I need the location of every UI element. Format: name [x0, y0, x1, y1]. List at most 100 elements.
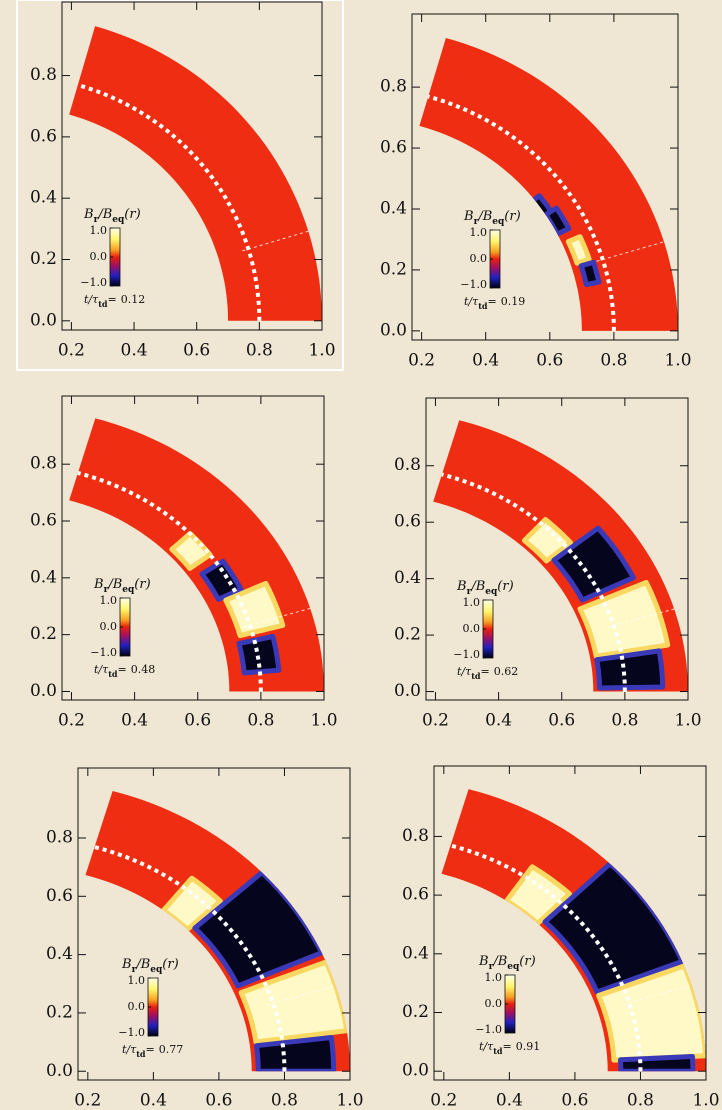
time-label-part: td	[471, 671, 481, 681]
y-tick-label: 0.8	[30, 454, 57, 474]
time-value: 0.12	[121, 293, 146, 306]
time-label-part: td	[98, 299, 108, 309]
colorbar-label: Br/Beq(r)	[456, 579, 514, 597]
y-tick-label: 0.0	[30, 681, 57, 701]
x-tick-label: 0.4	[485, 711, 512, 731]
colorbar-label-part: (r)	[519, 954, 535, 969]
y-tick-label: 0.8	[402, 826, 429, 846]
colorbar-tick-label: 1.0	[90, 224, 108, 237]
time-label-part: =	[488, 295, 497, 308]
positive-field	[565, 234, 592, 266]
colorbar-label-part: r	[104, 585, 109, 595]
time-label-part: td	[108, 669, 118, 679]
x-tick-label: 0.8	[246, 341, 273, 361]
structures	[521, 517, 671, 691]
y-tick-label: 0.0	[402, 1061, 429, 1081]
negative-field	[618, 1054, 696, 1072]
positive-field	[577, 580, 671, 659]
colorbar-tick-label: 0.0	[100, 620, 118, 633]
axes-box	[61, 1, 323, 331]
colorbar-label-part: r	[94, 215, 99, 225]
y-tick-label: 0.0	[46, 1061, 73, 1081]
colorbar-tick-label: −1.0	[80, 276, 107, 289]
shell	[69, 26, 322, 321]
y-tick-label: 0.0	[380, 320, 407, 340]
x-tick-label: 0.4	[496, 1091, 523, 1110]
positive-field	[521, 517, 574, 564]
time-label: t/τtd= 0.19	[464, 295, 525, 311]
axes-box	[425, 397, 689, 701]
negative-field	[236, 634, 282, 676]
time-label-part: =	[503, 1040, 512, 1053]
colorbar-label-part: B	[83, 207, 94, 222]
negative-field	[551, 525, 636, 603]
y-tick-label: 0.8	[30, 65, 57, 85]
panel: 0.2 0.4 0.6 0.8 1.00.00.20.40.60.8Br/Beq(r)1…	[30, 1, 336, 361]
colorbar-tick-label: 1.0	[463, 596, 481, 609]
colorbar-label-part: r	[467, 587, 472, 597]
colorbar-label-part: eq	[112, 215, 125, 225]
y-tick-label: 0.4	[30, 188, 57, 208]
x-tick-label: 0.8	[271, 1091, 298, 1110]
y-tick-label: 0.2	[30, 624, 57, 644]
colorbar-label: Br/Beq(r)	[463, 209, 521, 227]
structures	[161, 869, 350, 1072]
y-tick-label: 0.4	[380, 198, 407, 218]
colorbar-label-part: (r)	[124, 207, 140, 222]
time-label: t/τtd= 0.48	[94, 663, 155, 679]
time-value: 0.19	[501, 295, 526, 308]
tachocline	[441, 472, 627, 692]
time-label-part: td	[478, 301, 488, 311]
x-tick-label: 0.2	[58, 711, 85, 731]
y-tick-label: 0.8	[380, 77, 407, 97]
colorbar-label-part: (r)	[134, 577, 150, 592]
time-label-part: td	[136, 1049, 146, 1059]
colorbar-label-part: B	[93, 577, 104, 592]
y-tick-label: 0.4	[46, 944, 73, 964]
y-tick-label: 0.6	[30, 511, 57, 531]
time-label-part: =	[118, 663, 127, 676]
time-label: t/τtd= 0.91	[479, 1040, 540, 1056]
x-tick-label: 0.2	[58, 341, 85, 361]
x-tick-label: 0.2	[408, 351, 435, 371]
x-tick-label: 0.6	[536, 351, 563, 371]
structures	[169, 531, 286, 676]
time-label-part: =	[146, 1043, 155, 1056]
colorbar-label-part: r	[474, 217, 479, 227]
negative-field	[199, 558, 244, 602]
y-tick-label: 0.0	[394, 681, 421, 701]
x-tick-label: 0.6	[183, 341, 210, 361]
colorbar-tick-label: 0.0	[463, 622, 481, 635]
y-tick-label: 0.2	[30, 249, 57, 269]
colorbar-tick-label: 1.0	[128, 974, 146, 987]
panel: 0.2 0.4 0.6 0.8 1.00.00.20.40.60.8Br/Beq(r)1…	[380, 13, 692, 371]
negative-field	[254, 1035, 337, 1072]
panel: 0.2 0.4 0.6 0.8 1.00.00.20.40.60.8Br/Beq(r)1…	[30, 395, 338, 731]
colorbar-label-part: /B	[106, 577, 122, 592]
x-tick-label: 0.6	[184, 711, 211, 731]
x-tick-label: 0.6	[548, 711, 575, 731]
time-label: t/τtd= 0.12	[84, 293, 145, 309]
colorbar-tick-label: −1.0	[460, 278, 487, 291]
x-tick-label: 0.4	[140, 1091, 167, 1110]
colorbar-label-part: /B	[96, 207, 112, 222]
x-tick-label: 0.4	[121, 341, 148, 361]
x-tick-label: 0.8	[247, 711, 274, 731]
time-label: t/τtd= 0.62	[457, 665, 518, 681]
colorbar-label-part: (r)	[504, 209, 520, 224]
x-tick-label: 1.0	[674, 711, 701, 731]
colorbar-tick-label: 1.0	[485, 971, 503, 984]
tachocline	[427, 94, 616, 331]
x-tick-label: 0.8	[627, 1091, 654, 1110]
colorbar-label-part: /B	[476, 209, 492, 224]
y-tick-label: 0.2	[394, 625, 421, 645]
x-tick-label: 0.2	[430, 1091, 457, 1110]
colorbar-label-part: eq	[507, 962, 520, 972]
time-label-part: =	[108, 293, 117, 306]
colorbar-label: Br/Beq(r)	[83, 207, 141, 225]
time-label-part: td	[493, 1046, 503, 1056]
colorbar-label-part: eq	[122, 585, 135, 595]
positive-field	[504, 864, 572, 926]
colorbar-tick-label: −1.0	[90, 646, 117, 659]
colorbar-label-part: B	[456, 579, 467, 594]
